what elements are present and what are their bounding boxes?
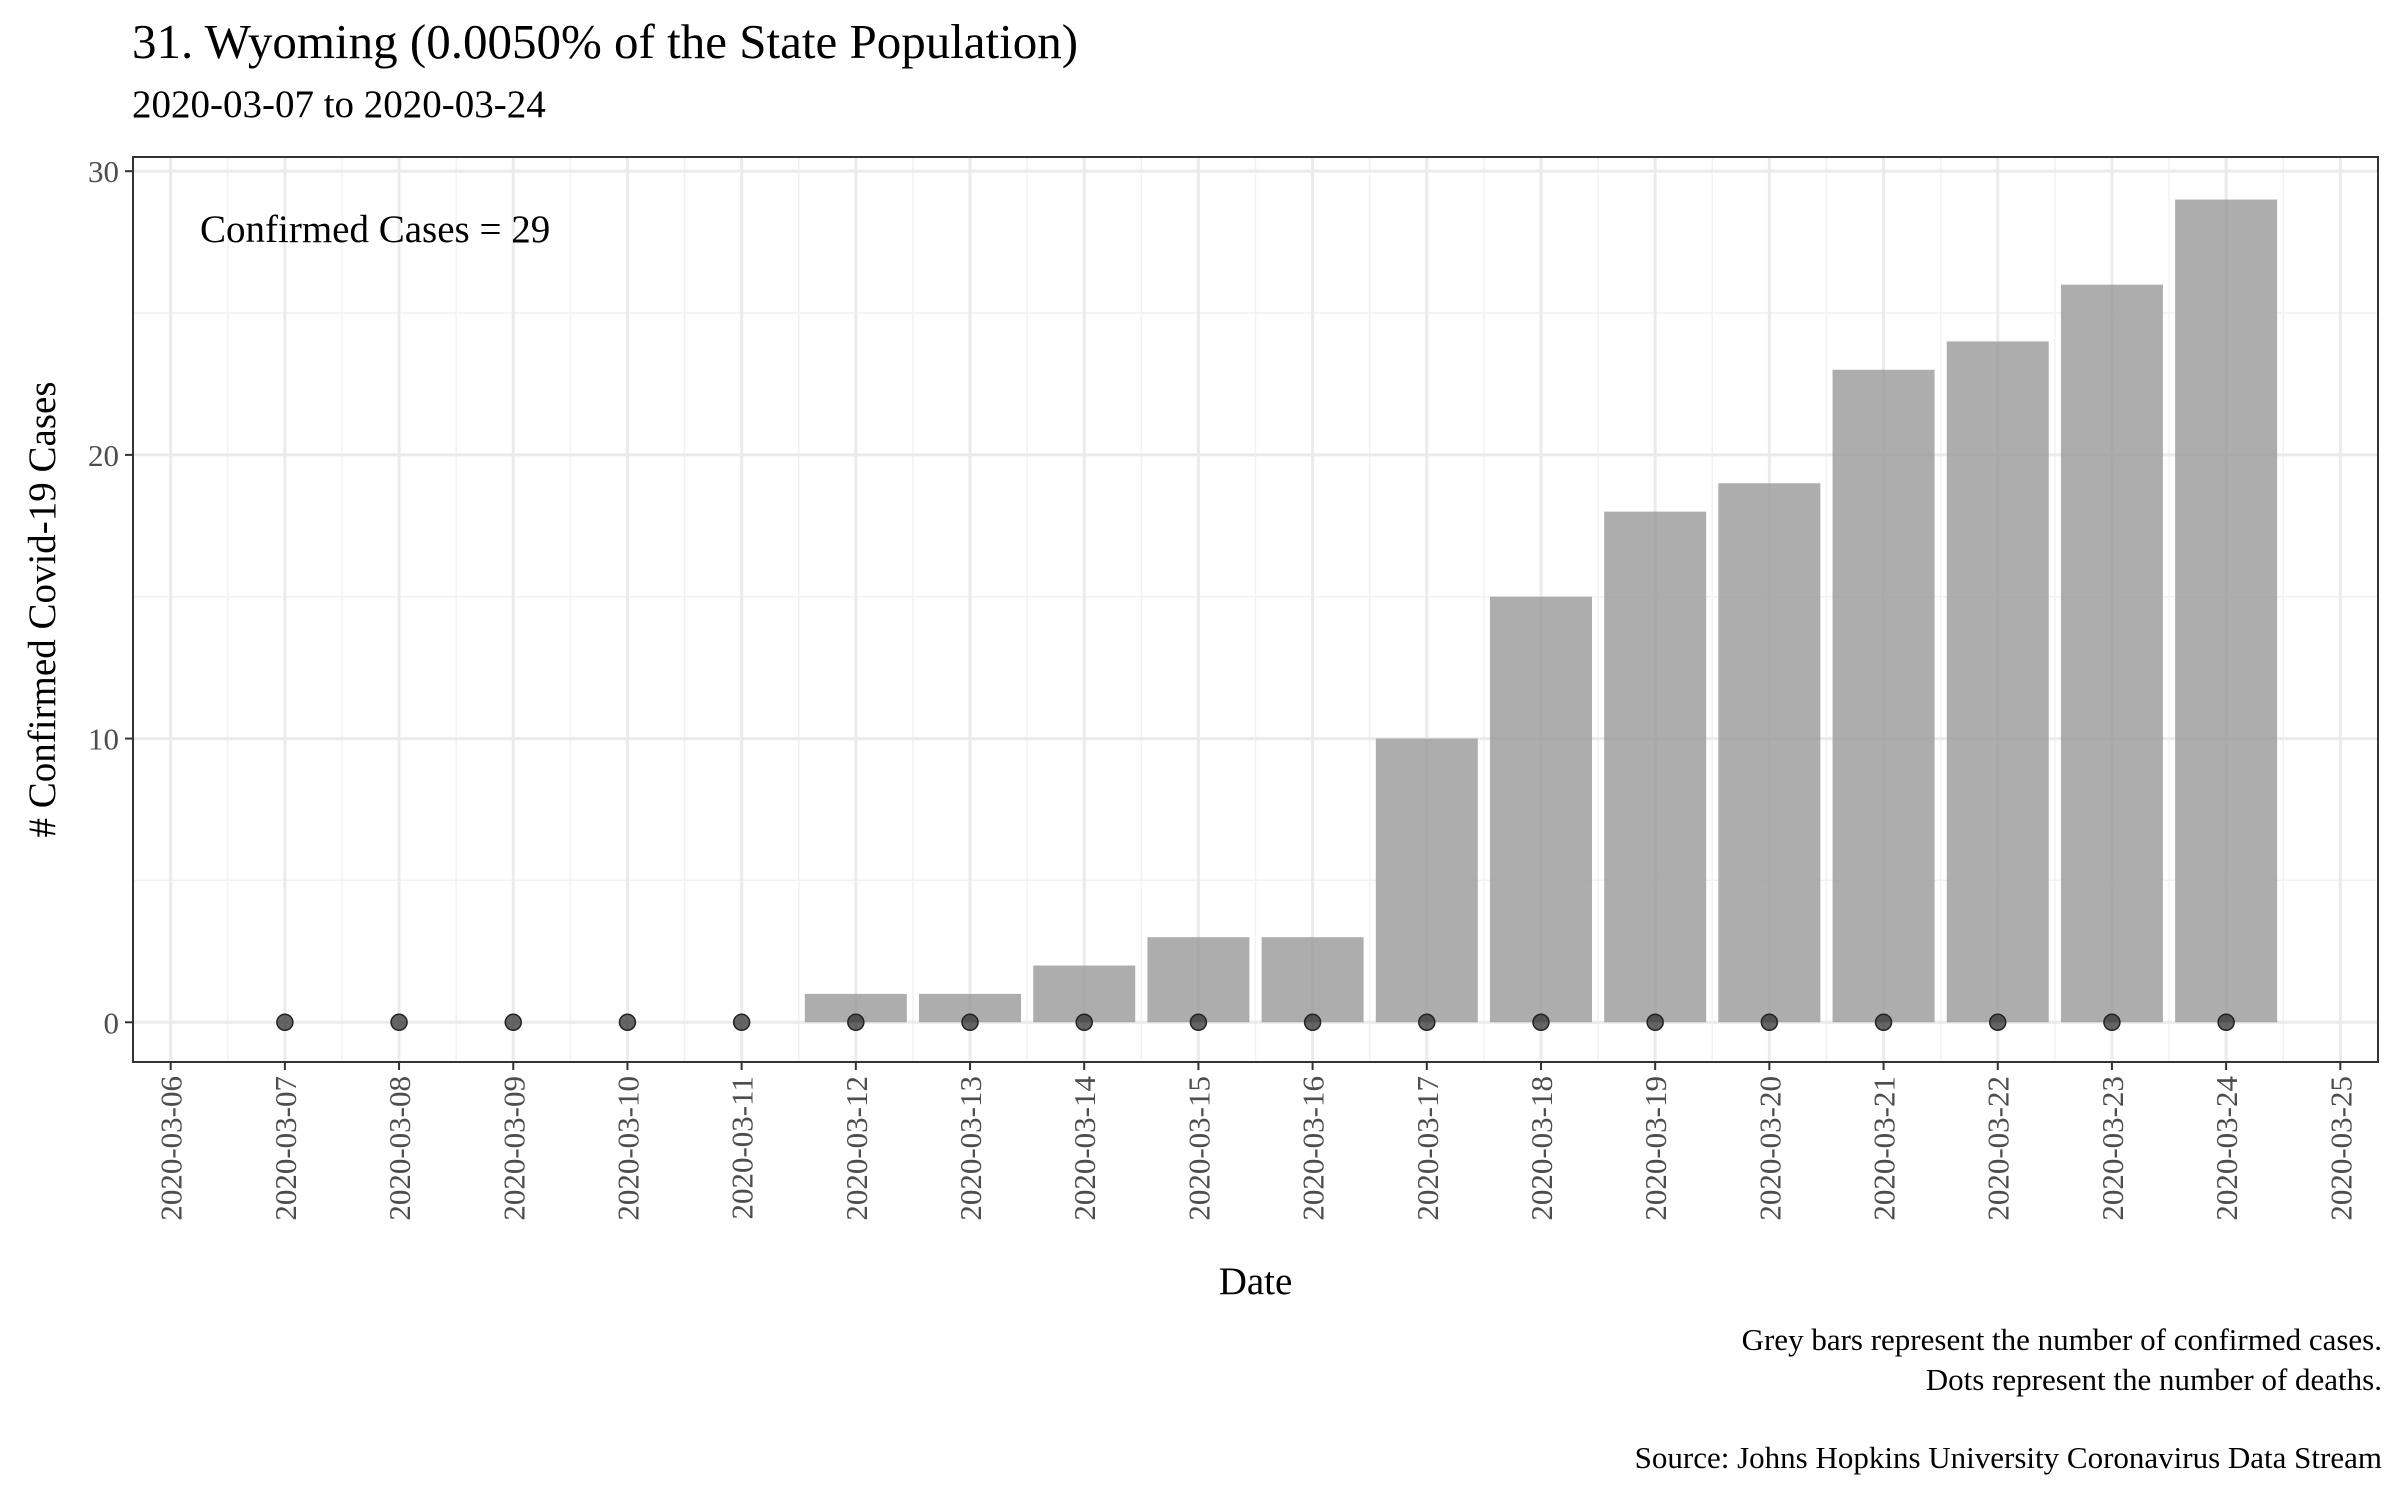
confirmed-cases-annotation: Confirmed Cases = 29 — [200, 208, 550, 251]
x-tick-label: 2020-03-13 — [953, 1076, 988, 1221]
x-tick-label: 2020-03-21 — [1867, 1076, 1902, 1221]
y-tick-label: 20 — [88, 438, 119, 473]
y-axis-label: # Confirmed Covid-19 Cases — [21, 381, 64, 837]
death-dot — [504, 1013, 523, 1032]
x-axis-label: Date — [1219, 1260, 1293, 1300]
death-dot — [961, 1013, 979, 1032]
death-dot — [1988, 1013, 2007, 1032]
x-tick-label: 2020-03-20 — [1752, 1076, 1787, 1221]
chart-title: 31. Wyoming (0.0050% of the State Popula… — [132, 14, 1079, 69]
x-tick-label: 2020-03-23 — [2095, 1076, 2130, 1221]
x-tick-label: 2020-03-12 — [839, 1076, 874, 1221]
x-tick-label: 2020-03-06 — [154, 1076, 189, 1221]
x-tick-label: 2020-03-08 — [382, 1076, 417, 1221]
x-tick-label: 2020-03-10 — [610, 1076, 645, 1221]
bar — [1375, 738, 1478, 1023]
death-dot — [1874, 1013, 1893, 1032]
death-dot — [1418, 1013, 1436, 1032]
bar — [2060, 284, 2163, 1023]
death-dot — [618, 1013, 637, 1032]
death-dot — [2217, 1013, 2235, 1032]
death-dot — [1532, 1013, 1550, 1032]
x-tick-label: 2020-03-17 — [1410, 1076, 1445, 1221]
death-dot — [1646, 1013, 1664, 1032]
death-dot — [1075, 1013, 1093, 1032]
x-tick-label: 2020-03-19 — [1638, 1076, 1673, 1221]
x-tick-label: 2020-03-09 — [496, 1076, 531, 1221]
bar — [1033, 965, 1136, 1023]
x-tick-label: 2020-03-22 — [1981, 1076, 2016, 1221]
y-tick-label: 0 — [104, 1005, 120, 1040]
x-tick-label: 2020-03-07 — [268, 1076, 303, 1221]
bar — [1604, 511, 1707, 1023]
bar — [1832, 369, 1935, 1023]
x-tick-label: 2020-03-14 — [1067, 1076, 1102, 1221]
chart-subtitle: 2020-03-07 to 2020-03-24 — [132, 83, 546, 126]
x-tick-label: 2020-03-24 — [2209, 1076, 2244, 1221]
bar — [2175, 199, 2278, 1023]
bar — [1489, 596, 1592, 1023]
x-tick-label: 2020-03-18 — [1524, 1076, 1559, 1221]
x-tick-label: 2020-03-25 — [2323, 1076, 2358, 1221]
caption-bars-note: Grey bars represent the number of confir… — [1741, 1322, 2382, 1357]
caption-dots-note: Dots represent the number of deaths. — [1925, 1362, 2382, 1397]
death-dot — [1303, 1013, 1322, 1032]
death-dot — [1189, 1013, 1208, 1032]
bar — [1946, 341, 2049, 1023]
bar — [1147, 937, 1250, 1023]
death-dot — [1760, 1013, 1779, 1032]
plot-border — [132, 156, 2379, 1063]
y-tick-label: 30 — [88, 154, 119, 189]
x-tick-label: 2020-03-15 — [1181, 1076, 1216, 1221]
x-tick-label: 2020-03-16 — [1296, 1076, 1331, 1221]
bar — [1718, 483, 1821, 1023]
death-dot — [2103, 1013, 2121, 1032]
plot-area: 0 10 20 30 2020-03-06 2020-03-07 2020-03-08 20… — [21, 154, 2379, 1300]
caption-source: Source: Johns Hopkins University Coronav… — [1634, 1440, 2382, 1475]
death-dot — [276, 1013, 294, 1032]
death-dot — [847, 1013, 865, 1032]
death-dot — [390, 1013, 408, 1032]
bar — [1261, 937, 1364, 1023]
death-dot — [732, 1013, 751, 1032]
y-tick-label: 10 — [88, 722, 119, 757]
x-tick-label: 2020-03-11 — [725, 1076, 760, 1220]
